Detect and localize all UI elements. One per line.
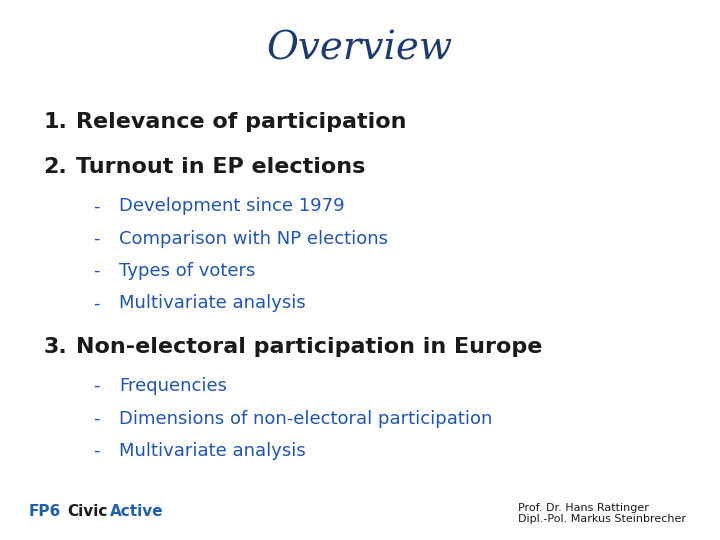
Text: Relevance of participation: Relevance of participation	[76, 111, 406, 132]
Text: -: -	[94, 197, 100, 215]
Text: 2.: 2.	[43, 157, 67, 178]
Text: Prof. Dr. Hans Rattinger: Prof. Dr. Hans Rattinger	[518, 503, 649, 512]
Text: Dipl.-Pol. Markus Steinbrecher: Dipl.-Pol. Markus Steinbrecher	[518, 515, 686, 524]
Text: -: -	[94, 377, 100, 395]
Text: Civic: Civic	[68, 504, 108, 519]
Text: -: -	[94, 294, 100, 313]
Text: -: -	[94, 409, 100, 428]
Text: Multivariate analysis: Multivariate analysis	[119, 294, 305, 313]
Text: Comparison with NP elections: Comparison with NP elections	[119, 230, 388, 248]
Text: Non-electoral participation in Europe: Non-electoral participation in Europe	[76, 336, 542, 357]
Text: Active: Active	[109, 504, 163, 519]
Text: Overview: Overview	[267, 30, 453, 67]
Text: 1.: 1.	[43, 111, 67, 132]
Text: -: -	[94, 262, 100, 280]
Text: Dimensions of non-electoral participation: Dimensions of non-electoral participatio…	[119, 409, 492, 428]
Text: -: -	[94, 230, 100, 248]
Text: Development since 1979: Development since 1979	[119, 197, 344, 215]
Text: Multivariate analysis: Multivariate analysis	[119, 442, 305, 460]
Text: 3.: 3.	[43, 336, 67, 357]
Text: -: -	[94, 442, 100, 460]
Text: Types of voters: Types of voters	[119, 262, 255, 280]
Text: FP6: FP6	[29, 504, 61, 519]
Text: Frequencies: Frequencies	[119, 377, 227, 395]
Text: Turnout in EP elections: Turnout in EP elections	[76, 157, 365, 178]
